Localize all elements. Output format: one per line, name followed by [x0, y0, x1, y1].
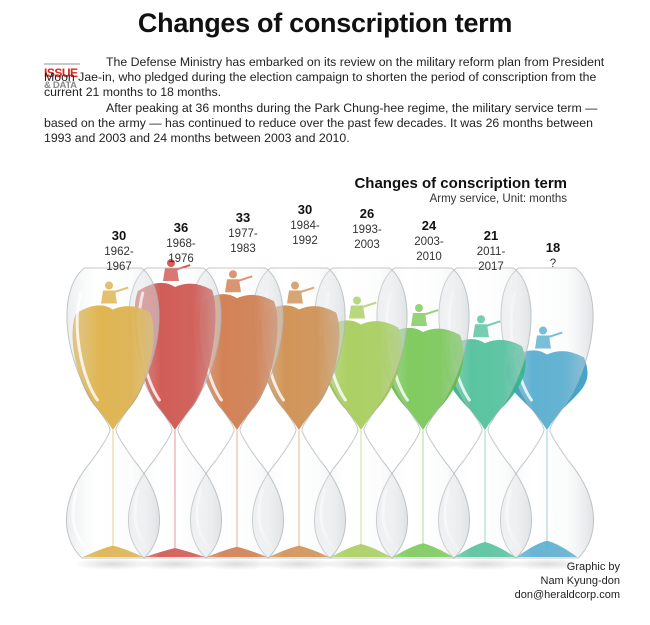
glass-highlight-lower	[71, 488, 89, 552]
graphic-credit: Graphic by Nam Kyung-don don@heraldcorp.…	[515, 560, 620, 602]
value-label-3: 33	[236, 210, 250, 225]
intro-paragraph-1: The Defense Ministry has embarked on its…	[44, 55, 605, 100]
period-label-7-end: 2017	[478, 261, 504, 273]
value-label-5: 26	[360, 206, 374, 221]
intro-text: The Defense Ministry has embarked on its…	[44, 55, 619, 146]
hourglass-1	[65, 267, 161, 570]
badge-divider	[44, 63, 80, 65]
period-label-1-end: 1967	[106, 261, 132, 273]
intro-paragraph-2: After peaking at 36 months during the Pa…	[44, 100, 598, 146]
value-label-6: 24	[422, 218, 437, 233]
period-label-5-start: 1993-	[352, 224, 382, 236]
credit-line-1: Graphic by	[566, 561, 620, 573]
period-label-1-start: 1962-	[104, 246, 134, 258]
period-label-6-start: 2003-	[414, 236, 444, 248]
value-label-2: 36	[174, 220, 188, 235]
chart-subtitle: Army service, Unit: months	[429, 193, 567, 205]
hourglass-shadow	[322, 558, 400, 570]
period-label-2-end: 1976	[168, 253, 194, 265]
value-label-7: 21	[484, 228, 498, 243]
credit-author: Nam Kyung-don	[540, 575, 621, 587]
soldier-head	[167, 259, 175, 267]
value-label-1: 30	[112, 228, 126, 243]
chart-title: Changes of conscription term	[354, 175, 567, 192]
page-title: Changes of conscription term	[137, 8, 513, 38]
period-label-5-end: 2003	[354, 239, 380, 251]
hourglass-glass	[65, 267, 161, 559]
period-label-3-start: 1977-	[228, 228, 258, 240]
issue-data-badge: ISSUE & DATA	[44, 63, 80, 91]
hourglass-shadow	[260, 558, 338, 570]
hourglass-shadow	[384, 558, 462, 570]
value-label-4: 30	[298, 202, 312, 217]
period-label-4-end: 1992	[292, 235, 318, 247]
badge-issue-text: ISSUE	[44, 66, 78, 80]
period-label-7-start: 2011-	[477, 246, 506, 258]
period-label-8-start: ?	[550, 258, 556, 270]
glass-highlight	[75, 291, 99, 402]
value-label-8: 18	[546, 240, 560, 255]
period-label-4-start: 1984-	[290, 220, 320, 232]
period-label-2-start: 1968-	[166, 238, 196, 250]
badge-data-text: & DATA	[44, 80, 77, 91]
hourglass-shadow	[198, 558, 276, 570]
hourglass-shadow	[446, 558, 524, 570]
credit-email: don@heraldcorp.com	[514, 589, 620, 601]
period-label-6-end: 2010	[416, 251, 442, 263]
hourglass-shadow	[74, 558, 152, 570]
hourglass-shadow	[508, 558, 586, 570]
hourglass-shadow	[136, 558, 214, 570]
period-label-3-end: 1983	[230, 243, 256, 255]
